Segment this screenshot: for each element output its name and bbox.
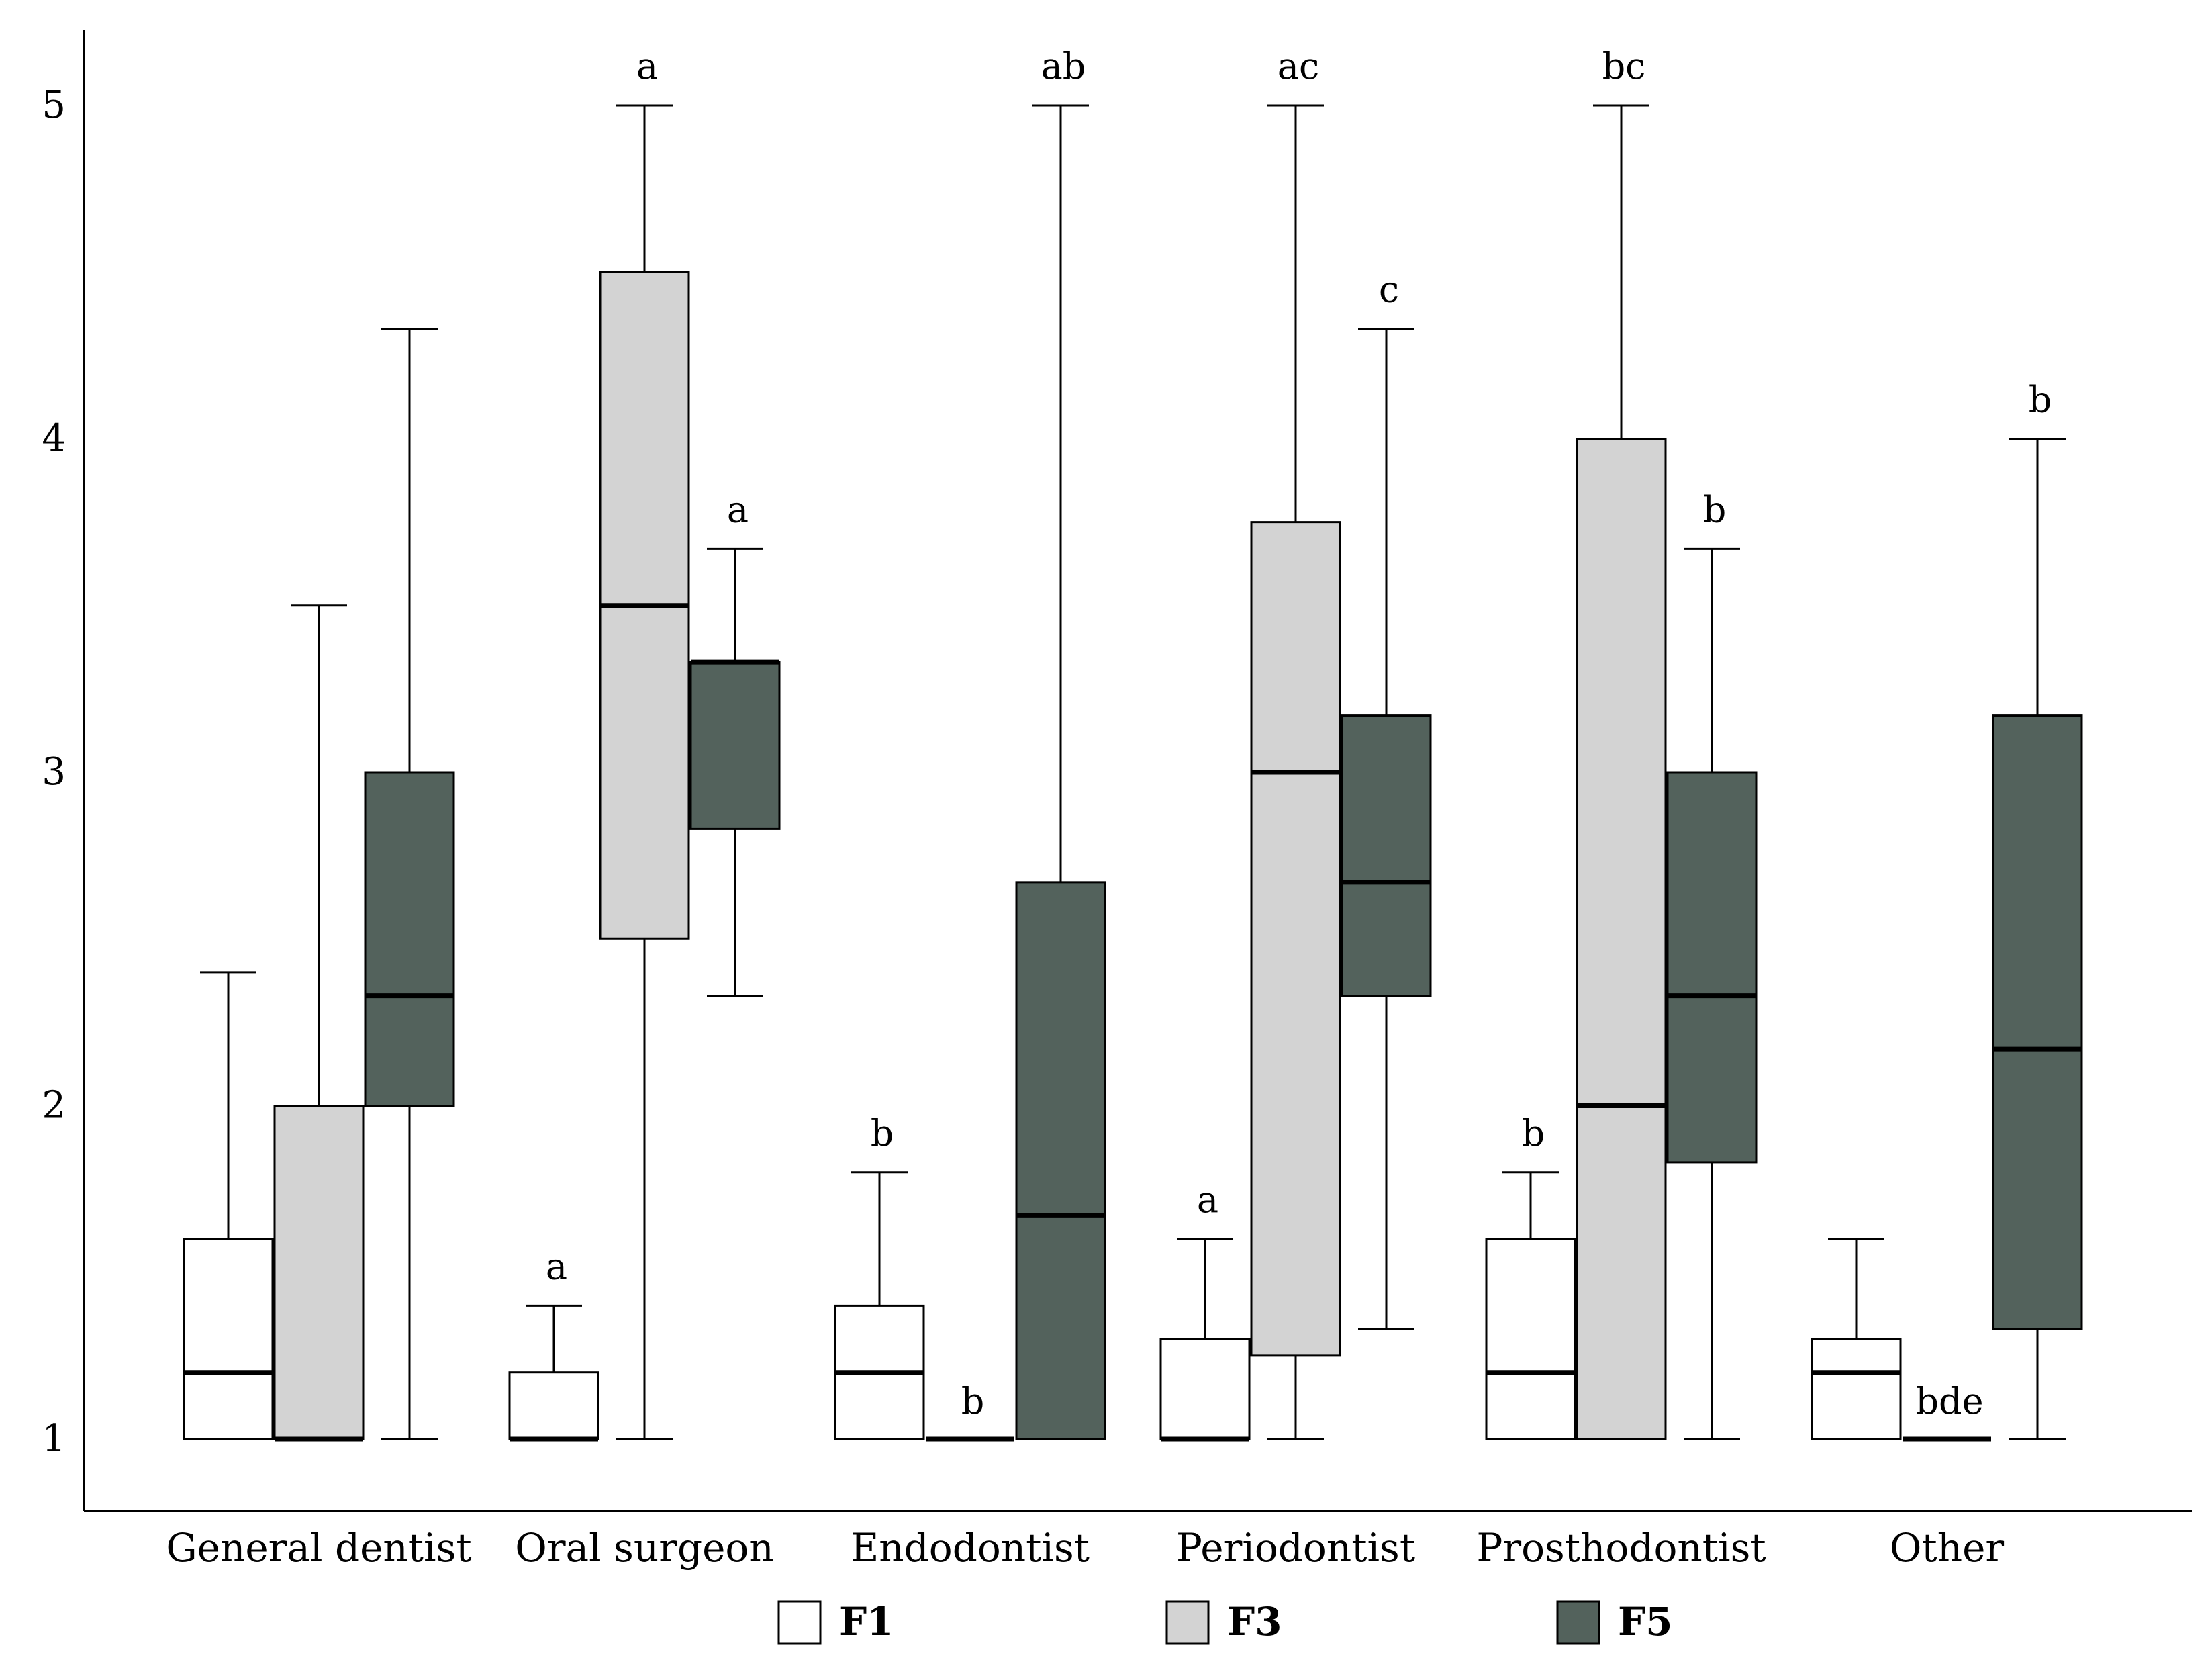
box-iqr bbox=[1341, 714, 1432, 997]
y-tick-label-3: 3 bbox=[42, 750, 66, 794]
box-iqr bbox=[1576, 438, 1667, 1440]
y-tick-label-5: 5 bbox=[42, 83, 66, 127]
box-iqr bbox=[1485, 1238, 1576, 1440]
legend-label: F5 bbox=[1618, 1599, 1673, 1645]
box-iqr bbox=[1015, 881, 1106, 1440]
significance-label: b bbox=[1703, 488, 1727, 530]
box-f3-4 bbox=[1576, 104, 1667, 1440]
category-labels: General dentist Oral surgeon Endodontist Pe… bbox=[166, 1525, 2004, 1571]
axes bbox=[83, 30, 2192, 1512]
box-f1-1 bbox=[508, 1304, 599, 1442]
legend-swatch bbox=[1556, 1600, 1600, 1645]
legend-swatch bbox=[777, 1600, 822, 1645]
significance-label: a bbox=[727, 488, 749, 530]
y-tick-label-1: 1 bbox=[42, 1417, 66, 1461]
significance-label: ab bbox=[1041, 45, 1086, 87]
significance-label: a bbox=[636, 45, 658, 87]
category-label: General dentist bbox=[166, 1525, 471, 1571]
category-label: Periodontist bbox=[1176, 1525, 1415, 1571]
box-f5-2 bbox=[1015, 104, 1106, 1440]
box-iqr bbox=[183, 1238, 274, 1440]
box-f1-2 bbox=[834, 1171, 925, 1440]
category-label: Other bbox=[1890, 1525, 2005, 1571]
category-label: Endodontist bbox=[851, 1525, 1090, 1571]
legend: F1 F3 F5 bbox=[777, 1599, 1673, 1645]
legend-label: F3 bbox=[1227, 1599, 1282, 1645]
significance-label: b bbox=[2029, 379, 2052, 421]
significance-label: bc bbox=[1602, 45, 1646, 87]
box-iqr bbox=[1250, 521, 1341, 1357]
legend-item-f3: F3 bbox=[1165, 1599, 1282, 1645]
legend-item-f5: F5 bbox=[1556, 1599, 1673, 1645]
significance-label: b bbox=[1522, 1112, 1545, 1154]
y-tick-label-2: 2 bbox=[42, 1084, 66, 1127]
significance-label: a bbox=[1197, 1179, 1218, 1221]
box-iqr bbox=[1992, 714, 2083, 1330]
significance-label: c bbox=[1379, 269, 1399, 311]
box-f3-0 bbox=[273, 604, 365, 1442]
legend-swatch bbox=[1165, 1600, 1210, 1645]
box-iqr bbox=[1159, 1338, 1251, 1440]
legend-item-f1: F1 bbox=[777, 1599, 894, 1645]
category-label: Prosthodontist bbox=[1476, 1525, 1766, 1571]
box-iqr bbox=[1811, 1338, 1902, 1440]
box-iqr bbox=[689, 661, 781, 830]
box-iqr bbox=[273, 1105, 365, 1440]
box-f5-0 bbox=[364, 328, 455, 1440]
box-f5-1 bbox=[689, 547, 781, 997]
box-f1-5 bbox=[1811, 1238, 1902, 1440]
box-groups bbox=[183, 104, 2083, 1442]
significance-label: a bbox=[546, 1245, 567, 1287]
box-f5-4 bbox=[1666, 547, 1758, 1440]
box-f1-0 bbox=[183, 971, 274, 1440]
box-iqr bbox=[364, 771, 455, 1107]
significance-label: ac bbox=[1278, 45, 1319, 87]
significance-label: b bbox=[961, 1380, 985, 1422]
box-f1-4 bbox=[1485, 1171, 1576, 1440]
box-f5-5 bbox=[1992, 438, 2083, 1440]
box-iqr bbox=[508, 1371, 599, 1440]
box-f3-3 bbox=[1250, 104, 1341, 1440]
significance-label: b bbox=[871, 1112, 894, 1154]
box-f3-1 bbox=[599, 104, 690, 1440]
y-tick-labels: 1 2 3 4 5 bbox=[42, 83, 66, 1461]
significance-label: bde bbox=[1915, 1380, 1983, 1422]
legend-label: F1 bbox=[839, 1599, 894, 1645]
box-iqr bbox=[1666, 771, 1758, 1164]
box-f5-3 bbox=[1341, 328, 1432, 1330]
category-label: Oral surgeon bbox=[515, 1525, 773, 1571]
box-f1-3 bbox=[1159, 1238, 1251, 1442]
y-tick-label-4: 4 bbox=[42, 417, 66, 461]
